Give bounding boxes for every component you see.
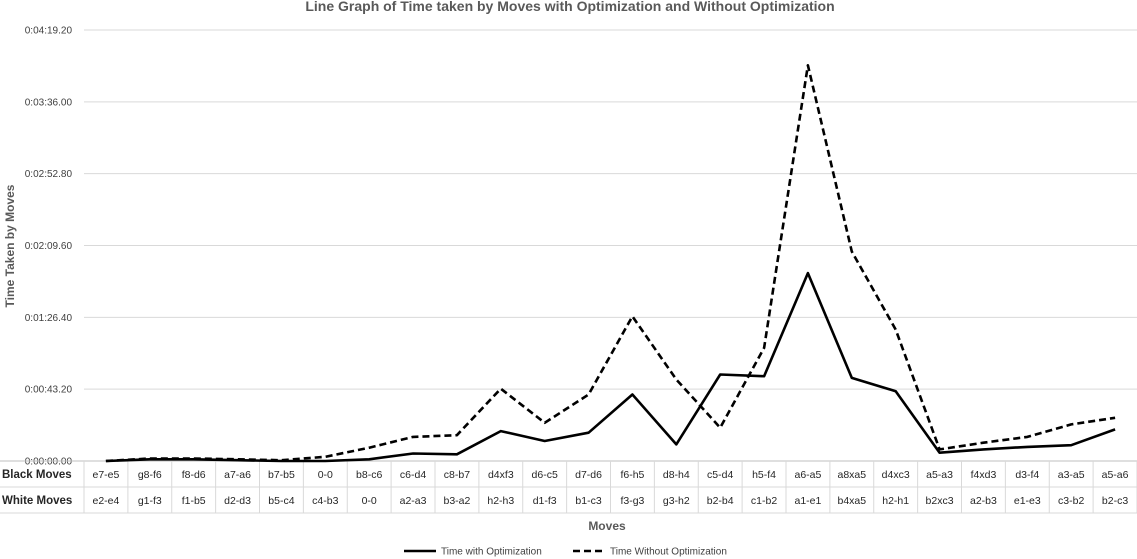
category-tick-label: e2-e4 — [93, 495, 120, 507]
category-row-label: White Moves — [2, 495, 72, 507]
category-tick-label: 0-0 — [318, 469, 333, 481]
y-axis-label: Time Taken by Moves — [3, 184, 17, 307]
gridlines — [84, 29, 1137, 390]
category-tick-label: a2-a3 — [400, 495, 427, 507]
legend-entry: Time with Optimization — [441, 547, 542, 558]
y-tick-label: 0:00:00.00 — [25, 457, 73, 468]
category-tick-label: d7-d6 — [575, 469, 602, 481]
category-tick-label: e7-e5 — [93, 469, 120, 481]
category-tick-label: b3-a2 — [444, 495, 471, 507]
category-tick-label: h2-h1 — [882, 495, 909, 507]
chart-title: Line Graph of Time taken by Moves with O… — [305, 0, 834, 14]
category-tick-label: c3-b2 — [1058, 495, 1084, 507]
category-tick-label: d4xf3 — [488, 469, 514, 481]
y-tick-label: 0:01:26.40 — [25, 313, 73, 324]
y-tick-label: 0:04:19.20 — [25, 26, 73, 37]
category-tick-label: f8-d6 — [182, 469, 206, 481]
x-axis-label: Moves — [588, 519, 626, 533]
category-tick-label: e1-e3 — [1014, 495, 1041, 507]
category-tick-label: f6-h5 — [620, 469, 644, 481]
category-tick-label: b7-b5 — [268, 469, 295, 481]
category-tick-label: a8xa5 — [838, 469, 867, 481]
category-tick-label: a5-a3 — [926, 469, 953, 481]
category-tick-label: d6-c5 — [532, 469, 558, 481]
y-tick-label: 0:02:52.80 — [25, 169, 73, 180]
category-tick-label: b4xa5 — [838, 495, 867, 507]
legend: Time with Optimization Time Without Optim… — [404, 547, 727, 558]
category-tick-label: d2-d3 — [224, 495, 251, 507]
y-tick-label: 0:00:43.20 — [25, 385, 73, 396]
category-tick-label: b2-b4 — [707, 495, 734, 507]
category-tick-label: b1-c3 — [575, 495, 601, 507]
category-tick-label: d3-f4 — [1015, 469, 1039, 481]
series-line-without-optimization — [105, 64, 1116, 463]
category-tick-label: c1-b2 — [751, 495, 777, 507]
category-tick-label: a5-a6 — [1102, 469, 1129, 481]
y-axis-ticks: 0:00:00.00 0:00:43.20 0:01:26.40 0:02:09.60… — [25, 26, 73, 468]
category-tick-label: c8-b7 — [444, 469, 470, 481]
category-tick-label: d8-h4 — [663, 469, 690, 481]
category-tick-label: b2xc3 — [926, 495, 954, 507]
y-tick-label: 0:02:09.60 — [25, 241, 73, 252]
series-line-with-optimization — [105, 271, 1116, 463]
category-tick-label: 0-0 — [362, 495, 377, 507]
category-tick-label: b5-c4 — [268, 495, 294, 507]
category-table: Black Moves e7-e5 g8-f6 f8-d6 a7-a6 b7-b5 0-0 b… — [0, 460, 1137, 514]
category-tick-label: f3-g3 — [620, 495, 644, 507]
category-tick-label: b8-c6 — [356, 469, 382, 481]
category-tick-label: a7-a6 — [224, 469, 251, 481]
category-tick-label: c6-d4 — [400, 469, 426, 481]
legend-entry: Time Without Optimization — [610, 547, 727, 558]
category-tick-label: a1-e1 — [795, 495, 822, 507]
category-tick-label: a3-a5 — [1058, 469, 1085, 481]
category-tick-label: a6-a5 — [795, 469, 822, 481]
category-tick-label: b2-c3 — [1102, 495, 1128, 507]
category-tick-label: g8-f6 — [138, 469, 162, 481]
category-tick-label: d1-f3 — [533, 495, 557, 507]
category-tick-label: a2-b3 — [970, 495, 997, 507]
category-tick-label: c5-d4 — [707, 469, 733, 481]
category-row-label: Black Moves — [2, 469, 72, 481]
category-tick-label: h2-h3 — [487, 495, 514, 507]
category-tick-label: f4xd3 — [971, 469, 997, 481]
category-tick-label: g1-f3 — [138, 495, 162, 507]
category-tick-label: f1-b5 — [182, 495, 206, 507]
category-tick-label: h5-f4 — [752, 469, 776, 481]
category-tick-label: g3-h2 — [663, 495, 690, 507]
y-tick-label: 0:03:36.00 — [25, 97, 73, 108]
category-tick-label: c4-b3 — [312, 495, 338, 507]
category-tick-label: d4xc3 — [882, 469, 910, 481]
series-lines — [105, 64, 1116, 463]
